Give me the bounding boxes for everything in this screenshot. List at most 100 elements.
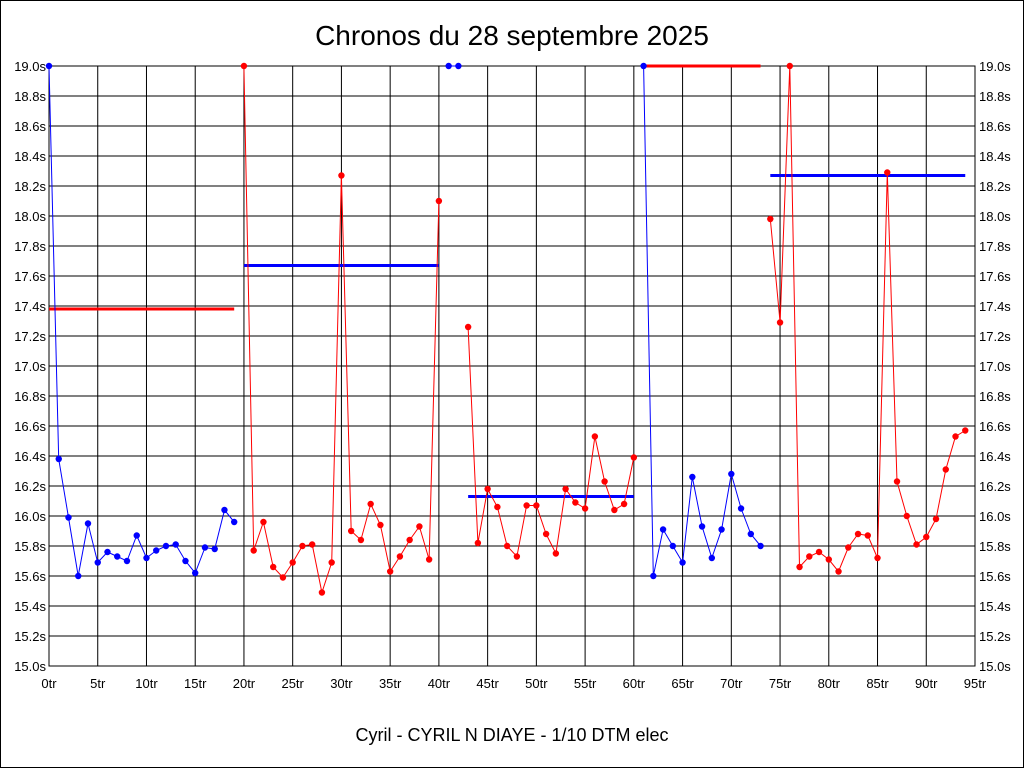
data-point xyxy=(952,433,959,440)
y-tick-label-left: 17.8s xyxy=(14,239,46,254)
data-point xyxy=(416,523,423,530)
x-tick-label: 50tr xyxy=(525,676,548,691)
data-point xyxy=(65,514,72,521)
data-point xyxy=(815,548,823,556)
data-point xyxy=(104,548,111,556)
data-point xyxy=(231,518,238,526)
y-tick-label-right: 16.6s xyxy=(979,419,1011,434)
data-point xyxy=(153,547,160,554)
data-point xyxy=(474,539,482,547)
data-point xyxy=(250,547,257,554)
data-point xyxy=(84,520,92,527)
data-point xyxy=(689,473,696,481)
stint-series xyxy=(767,62,969,575)
data-point xyxy=(75,572,82,580)
data-point xyxy=(737,505,745,512)
data-point xyxy=(630,454,638,461)
y-tick-label-left: 18.2s xyxy=(14,179,46,194)
data-point xyxy=(328,559,335,566)
series-layer xyxy=(45,62,969,596)
data-point xyxy=(650,572,657,580)
y-tick-label-right: 15.0s xyxy=(979,659,1011,674)
data-point xyxy=(377,521,384,529)
data-point xyxy=(942,466,949,473)
y-tick-label-left: 17.2s xyxy=(14,329,46,344)
y-tick-label-left: 16.2s xyxy=(14,479,46,494)
series-line xyxy=(48,65,235,577)
y-tick-label-left: 16.4s xyxy=(14,449,46,464)
x-tick-label: 10tr xyxy=(135,676,158,691)
data-point xyxy=(513,553,521,560)
data-point xyxy=(308,541,316,548)
stint-series xyxy=(240,62,443,596)
x-tick-label: 0tr xyxy=(41,676,57,691)
data-point xyxy=(835,568,842,575)
chart-subtitle: Cyril - CYRIL N DIAYE - 1/10 DTM elec xyxy=(355,725,668,745)
data-point xyxy=(269,563,277,571)
data-point xyxy=(796,563,803,571)
x-tick-label: 85tr xyxy=(866,676,889,691)
data-point xyxy=(611,506,618,514)
x-tick-label: 60tr xyxy=(623,676,646,691)
data-point xyxy=(523,502,530,509)
data-point xyxy=(503,542,511,550)
data-point xyxy=(425,556,433,563)
chart-title: Chronos du 28 septembre 2025 xyxy=(315,20,709,51)
data-point xyxy=(825,556,832,563)
y-tick-label-right: 17.2s xyxy=(979,329,1011,344)
plot-area-border xyxy=(48,65,976,667)
data-point xyxy=(591,433,599,440)
data-point xyxy=(318,589,326,596)
data-point xyxy=(581,505,589,512)
x-tick-label: 20tr xyxy=(233,676,256,691)
data-point xyxy=(874,554,881,562)
axes xyxy=(48,65,976,667)
y-tick-label-left: 18.8s xyxy=(14,89,46,104)
data-point xyxy=(114,553,121,560)
data-point xyxy=(435,197,443,205)
y-axis-ticks-right: 15.0s 15.2s 15.4s 15.6s 15.8s 16.0s 16.2s 16.4s… xyxy=(979,59,1011,674)
data-point xyxy=(893,478,901,485)
x-tick-label: 30tr xyxy=(330,676,353,691)
data-point xyxy=(620,500,628,508)
x-tick-label: 75tr xyxy=(769,676,792,691)
y-tick-label-right: 16.8s xyxy=(979,389,1011,404)
x-tick-label: 15tr xyxy=(184,676,207,691)
data-point xyxy=(494,503,501,511)
data-point xyxy=(659,526,667,533)
data-point xyxy=(913,541,920,548)
data-point xyxy=(94,559,101,566)
y-tick-label-left: 19.0s xyxy=(14,59,46,74)
data-point xyxy=(347,527,355,535)
data-point xyxy=(698,523,706,530)
data-point xyxy=(776,319,784,326)
data-point xyxy=(767,215,774,223)
data-point xyxy=(718,526,725,533)
data-point xyxy=(143,554,150,562)
data-point xyxy=(455,62,462,70)
data-point xyxy=(240,62,248,70)
data-point xyxy=(386,568,394,575)
y-tick-label-left: 17.0s xyxy=(14,359,46,374)
data-point xyxy=(45,62,53,70)
x-tick-label: 80tr xyxy=(818,676,841,691)
x-tick-label: 70tr xyxy=(720,676,743,691)
y-tick-label-right: 19.0s xyxy=(979,59,1011,74)
data-point xyxy=(221,506,228,514)
data-point xyxy=(367,500,374,508)
x-tick-label: 45tr xyxy=(476,676,499,691)
data-point xyxy=(172,541,179,548)
data-point xyxy=(669,542,677,550)
y-tick-label-right: 16.2s xyxy=(979,479,1011,494)
y-tick-label-left: 18.4s xyxy=(14,149,46,164)
y-tick-label-left: 15.6s xyxy=(14,569,46,584)
y-tick-label-right: 17.4s xyxy=(979,299,1011,314)
data-point xyxy=(123,557,131,565)
y-tick-label-right: 16.4s xyxy=(979,449,1011,464)
y-tick-label-right: 18.0s xyxy=(979,209,1011,224)
data-point xyxy=(192,569,199,577)
y-tick-label-right: 15.6s xyxy=(979,569,1011,584)
stint-series xyxy=(464,323,638,560)
average-lines xyxy=(49,64,966,498)
